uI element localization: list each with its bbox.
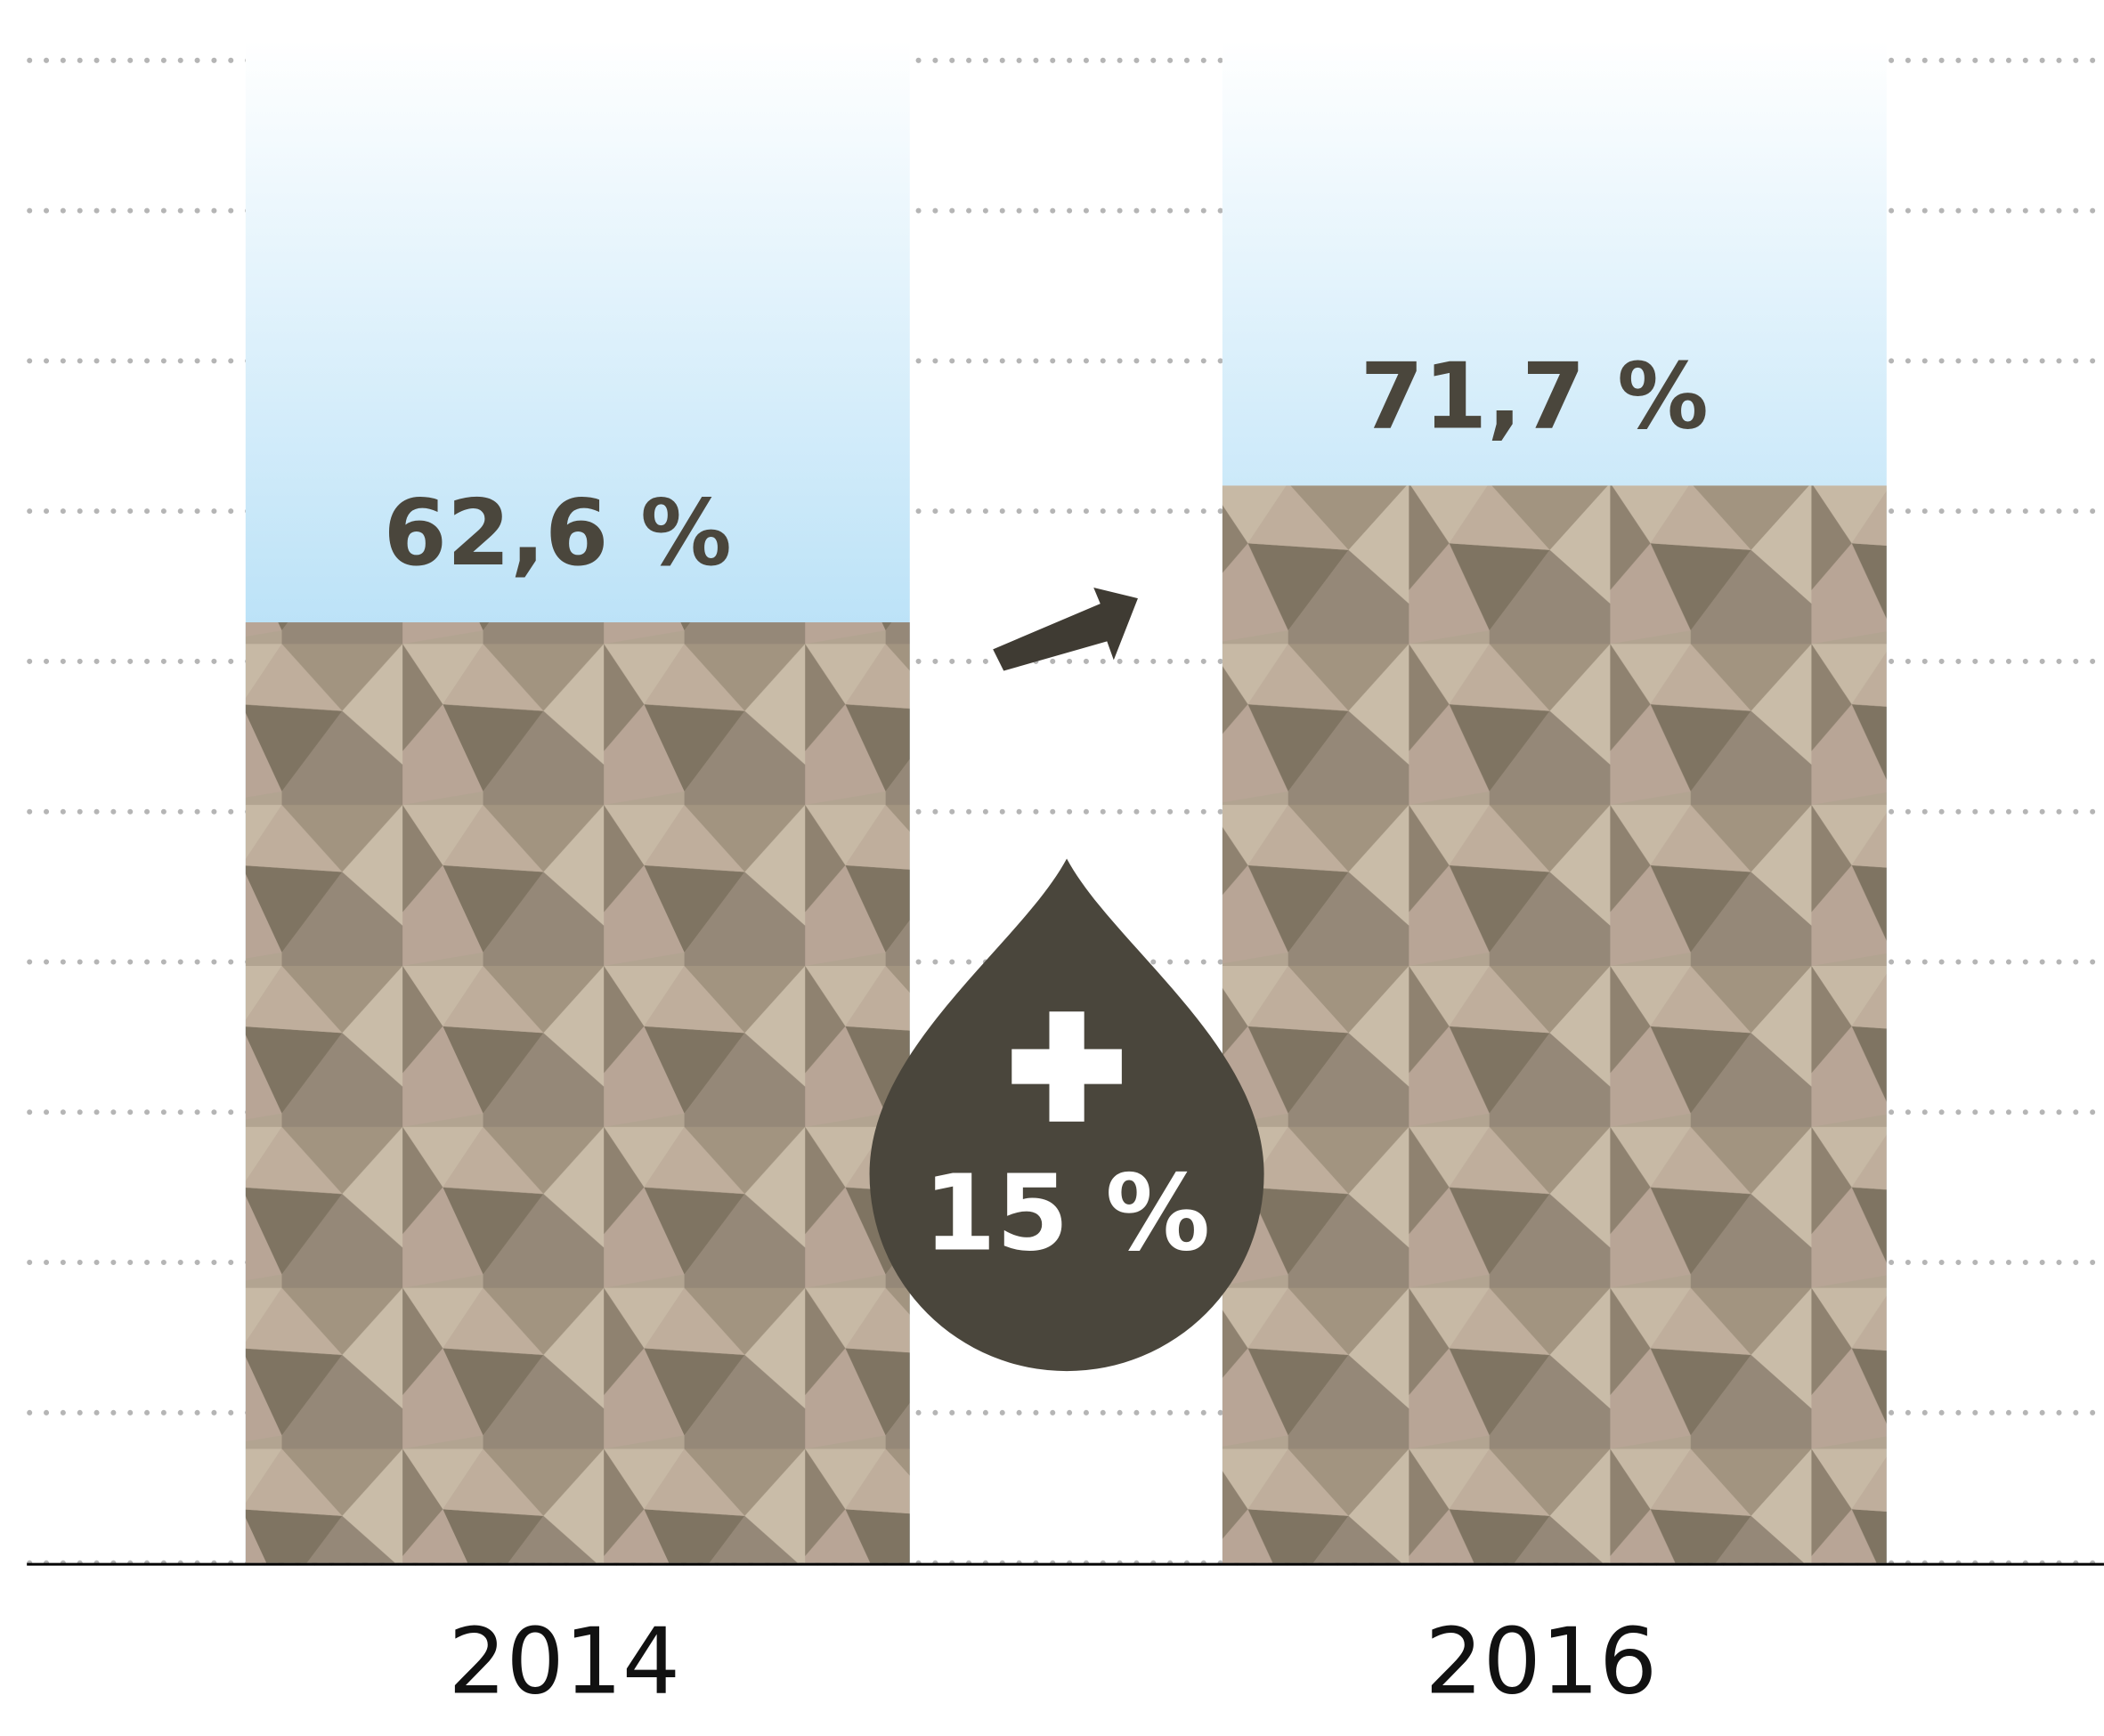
value-label: 71,7 % [1361, 344, 1709, 450]
x-tick-label: 2016 [1425, 1609, 1657, 1715]
annotation: 15 % [923, 1153, 1210, 1275]
plus-icon [1049, 1011, 1084, 1122]
bar [245, 622, 910, 1563]
value-label: 62,6 % [384, 481, 732, 587]
arrow [993, 588, 1138, 671]
bar [1222, 485, 1887, 1563]
x-tick-label: 2014 [448, 1609, 680, 1715]
